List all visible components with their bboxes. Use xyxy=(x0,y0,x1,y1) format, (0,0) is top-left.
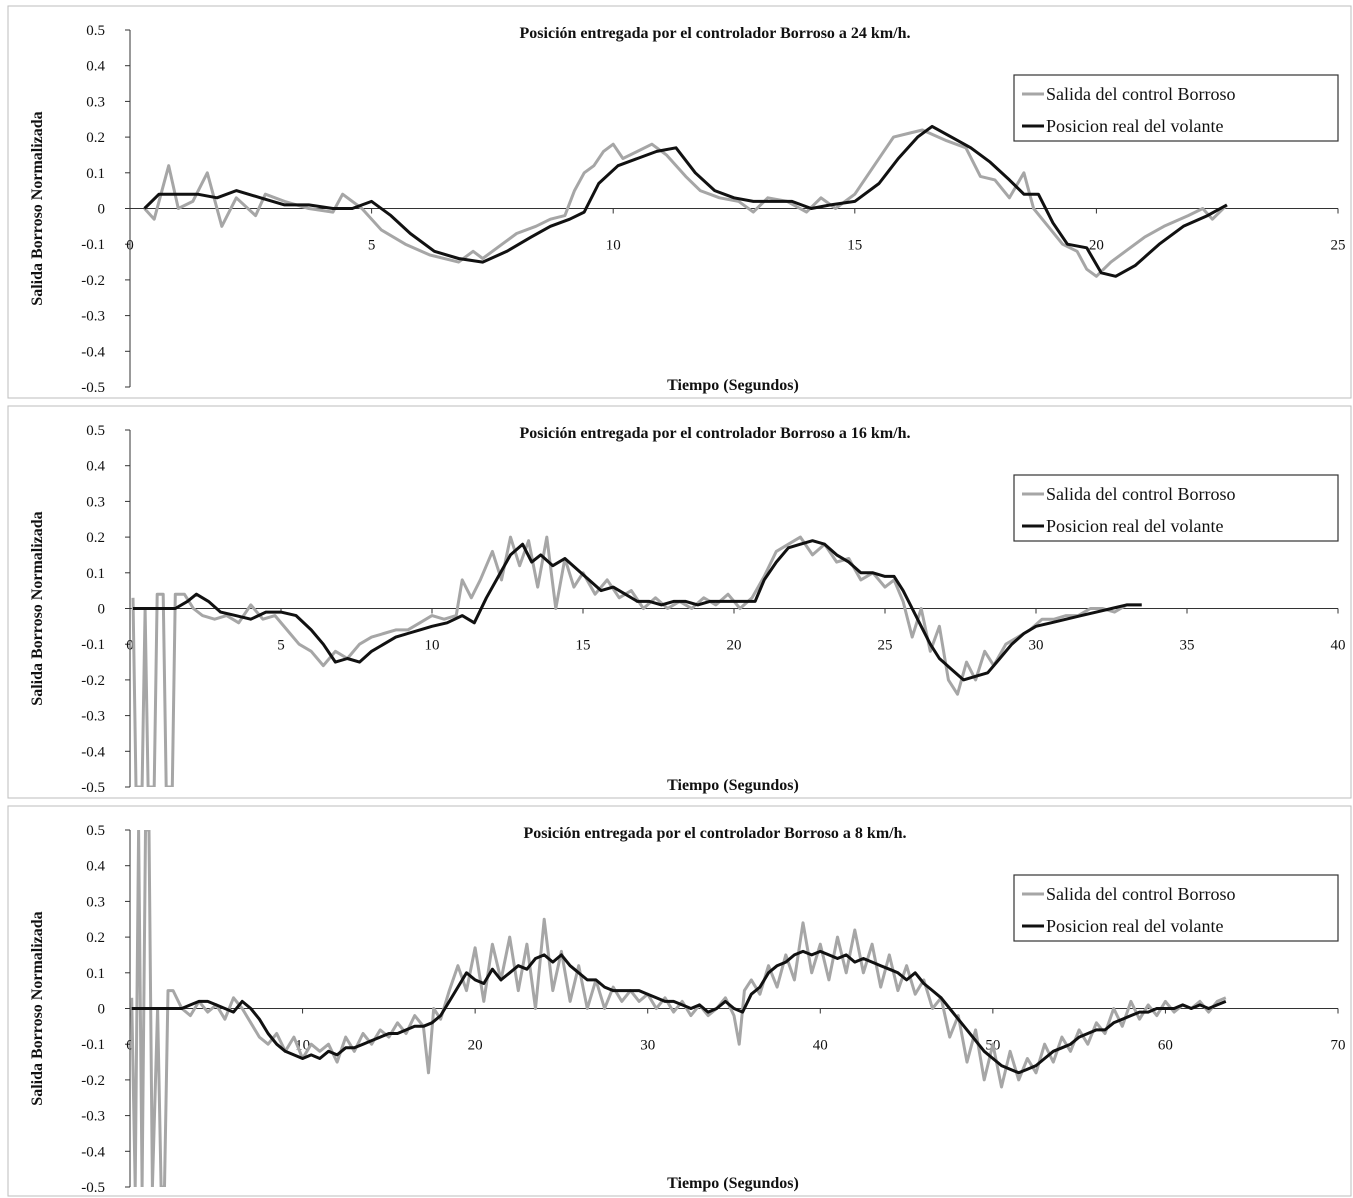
x-axis-label: Tiempo (Segundos) xyxy=(667,377,799,394)
series-line-steering-position xyxy=(133,539,1142,682)
chart-frame xyxy=(7,405,1352,799)
y-tick-label: 0.3 xyxy=(86,94,105,110)
chart-title: Posición entregada por el controlador Bo… xyxy=(520,25,911,42)
x-axis-label: Tiempo (Segundos) xyxy=(667,1175,799,1192)
chart-title: Posición entregada por el controlador Bo… xyxy=(520,425,911,442)
x-tick-label: 25 xyxy=(878,638,893,654)
x-tick-label: 35 xyxy=(1180,638,1195,654)
y-tick-label: -0.2 xyxy=(81,273,105,289)
x-tick-label: 70 xyxy=(1331,1038,1346,1054)
legend-label: Posicion real del volante xyxy=(1046,116,1223,136)
y-tick-label: 0 xyxy=(98,602,106,618)
x-tick-label: 15 xyxy=(847,238,862,254)
y-tick-label: -0.1 xyxy=(81,1037,105,1053)
chart-svg-24kmh: 0.5 0.4 0.3 0.2 0.1 0 -0.1 -0.2 -0.3 -0.4 -0.5 0 5 10… xyxy=(7,5,1352,399)
y-tick-label: -0.1 xyxy=(81,637,105,653)
y-tick-label: 0.3 xyxy=(86,894,105,910)
chart-title: Posición entregada por el controlador Bo… xyxy=(524,825,907,842)
y-tick-label: -0.3 xyxy=(81,1109,105,1125)
x-tick-label: 0 xyxy=(126,238,134,254)
chart-frame xyxy=(7,5,1352,399)
x-axis-label: Tiempo (Segundos) xyxy=(667,777,799,794)
y-tick-label: -0.5 xyxy=(81,780,105,796)
y-tick-label: 0 xyxy=(98,1002,106,1018)
y-axis-label: Salida Borroso Normalizada xyxy=(29,111,46,305)
y-tick-label: 0.4 xyxy=(86,459,105,475)
y-tick-label: 0.2 xyxy=(86,130,105,146)
y-tick-label: -0.4 xyxy=(81,344,105,360)
chart-svg-16kmh: 0.5 0.4 0.3 0.2 0.1 0 -0.1 -0.2 -0.3 -0.4 -0.5 0 5 10… xyxy=(7,405,1352,799)
y-tick-label: 0 xyxy=(98,202,106,218)
x-tick-label: 20 xyxy=(1089,238,1104,254)
y-tick-label: -0.2 xyxy=(81,1073,105,1089)
y-tick-label: -0.5 xyxy=(81,380,105,396)
y-tick-label: 0.3 xyxy=(86,494,105,510)
series-line-steering-position xyxy=(143,124,1228,278)
x-tick-label: 0 xyxy=(126,638,134,654)
x-tick-label: 40 xyxy=(1331,638,1346,654)
legend-box xyxy=(1013,874,1339,942)
y-tick-label: 0.1 xyxy=(86,966,105,982)
y-tick-label: 0.4 xyxy=(86,59,105,75)
chart-panel-8kmh: 0.5 0.4 0.3 0.2 0.1 0 -0.1 -0.2 -0.3 -0.4 -0.5 0 10 2… xyxy=(0,800,1353,1198)
legend-label: Posicion real del volante xyxy=(1046,516,1223,536)
y-tick-label: -0.4 xyxy=(81,744,105,760)
series-line-fuzzy-output xyxy=(131,535,1142,787)
chart-panel-16kmh: 0.5 0.4 0.3 0.2 0.1 0 -0.1 -0.2 -0.3 -0.4 -0.5 0 5 10… xyxy=(0,400,1353,800)
x-tick-label: 20 xyxy=(468,1038,483,1054)
y-tick-label: 0.5 xyxy=(86,23,105,39)
legend-box xyxy=(1013,474,1339,542)
x-tick-label: 20 xyxy=(727,638,742,654)
chart-svg-8kmh: 0.50.40.30.20.10-0.1-0.2-0.3-0.4-0.50 10 2… xyxy=(7,805,1352,1197)
y-tick-label: 0.1 xyxy=(86,566,105,582)
x-tick-label: 5 xyxy=(368,238,376,254)
y-axis-label: Salida Borroso Normalizada xyxy=(29,911,46,1105)
x-tick-label: 30 xyxy=(1029,638,1044,654)
y-tick-label: 0.4 xyxy=(86,859,105,875)
y-tick-label: 0.2 xyxy=(86,530,105,546)
x-tick-label: 5 xyxy=(277,638,285,654)
legend-label: Posicion real del volante xyxy=(1046,916,1223,936)
y-tick-label: -0.5 xyxy=(81,1180,105,1196)
chart-panel-24kmh: 0.5 0.4 0.3 0.2 0.1 0 -0.1 -0.2 -0.3 -0.4 -0.5 0 5 10… xyxy=(0,0,1353,400)
y-tick-label: -0.2 xyxy=(81,673,105,689)
y-tick-label: -0.3 xyxy=(81,709,105,725)
legend-label: Salida del control Borroso xyxy=(1046,484,1235,504)
x-tick-label: 30 xyxy=(640,1038,655,1054)
x-tick-label: 10 xyxy=(606,238,621,254)
y-tick-label: 0.2 xyxy=(86,930,105,946)
y-tick-label: 0.1 xyxy=(86,166,105,182)
series-line-steering-position xyxy=(131,949,1227,1075)
legend-label: Salida del control Borroso xyxy=(1046,884,1235,904)
legend-label: Salida del control Borroso xyxy=(1046,84,1235,104)
y-tick-label: -0.3 xyxy=(81,309,105,325)
y-axis-label: Salida Borroso Normalizada xyxy=(29,511,46,705)
x-tick-label: 60 xyxy=(1158,1038,1173,1054)
x-tick-label: 25 xyxy=(1331,238,1346,254)
x-tick-label: 10 xyxy=(425,638,440,654)
legend-box xyxy=(1013,74,1339,142)
x-tick-label: 15 xyxy=(576,638,591,654)
y-tick-label: 0.5 xyxy=(86,823,105,839)
y-tick-label: -0.4 xyxy=(81,1144,105,1160)
y-tick-label: -0.1 xyxy=(81,237,105,253)
x-tick-label: 0 xyxy=(126,1038,134,1054)
y-tick-label: 0.5 xyxy=(86,423,105,439)
chart-frame xyxy=(7,805,1352,1197)
series-line-fuzzy-output xyxy=(143,128,1228,278)
x-tick-label: 40 xyxy=(813,1038,828,1054)
